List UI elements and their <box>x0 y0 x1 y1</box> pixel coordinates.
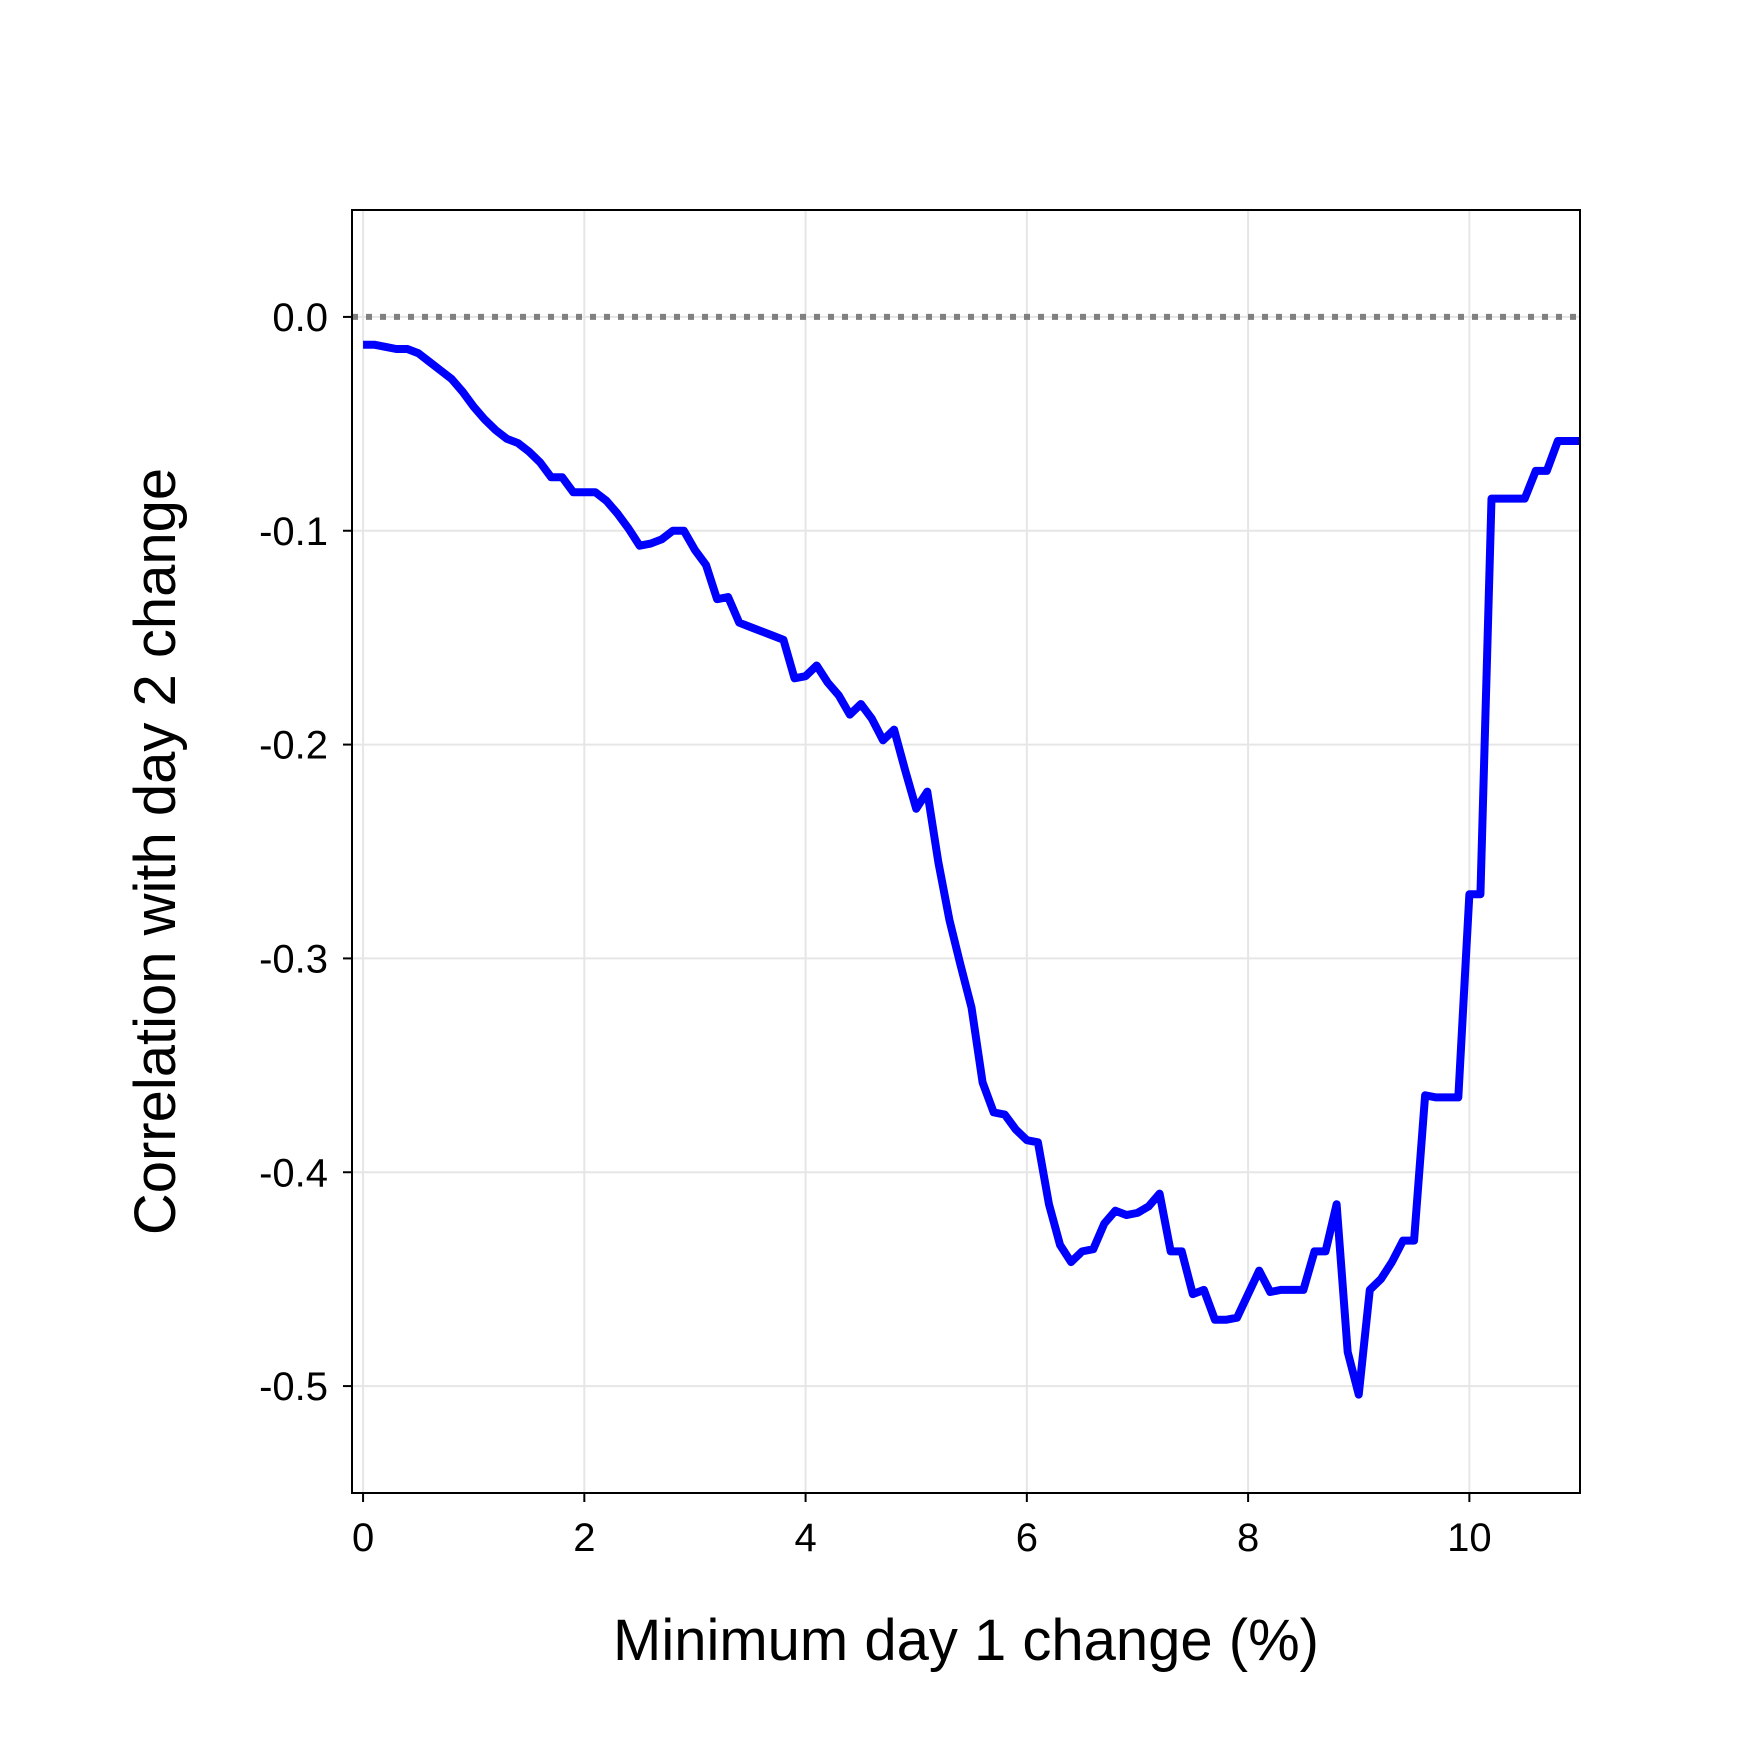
x-tick-label: 10 <box>1447 1516 1492 1560</box>
series-line <box>363 340 1580 1399</box>
y-tick-label: -0.4 <box>259 1151 328 1195</box>
grid-lines <box>352 210 1580 1493</box>
y-tick-label: -0.5 <box>259 1365 328 1409</box>
x-tick-label: 8 <box>1237 1516 1259 1560</box>
y-tick-label: -0.1 <box>259 510 328 554</box>
y-tick-label: -0.2 <box>259 724 328 768</box>
plot-frame <box>351 209 1581 1494</box>
axis-ticks: 0 2 4 6 8 10 0.0 -0.1 -0.2 -0.3 -0.4 -0.5 <box>259 296 1492 1560</box>
x-axis-label: Minimum day 1 change (%) <box>613 1608 1319 1673</box>
x-tick-label: 6 <box>1016 1516 1038 1560</box>
x-tick-label: 0 <box>352 1516 374 1560</box>
x-tick-label: 4 <box>794 1516 816 1560</box>
y-axis-label: Correlation with day 2 change <box>123 468 188 1235</box>
y-tick-label: 0.0 <box>272 296 328 340</box>
series-layer <box>363 340 1580 1399</box>
y-tick-label: -0.3 <box>259 937 328 981</box>
x-tick-label: 2 <box>573 1516 595 1560</box>
